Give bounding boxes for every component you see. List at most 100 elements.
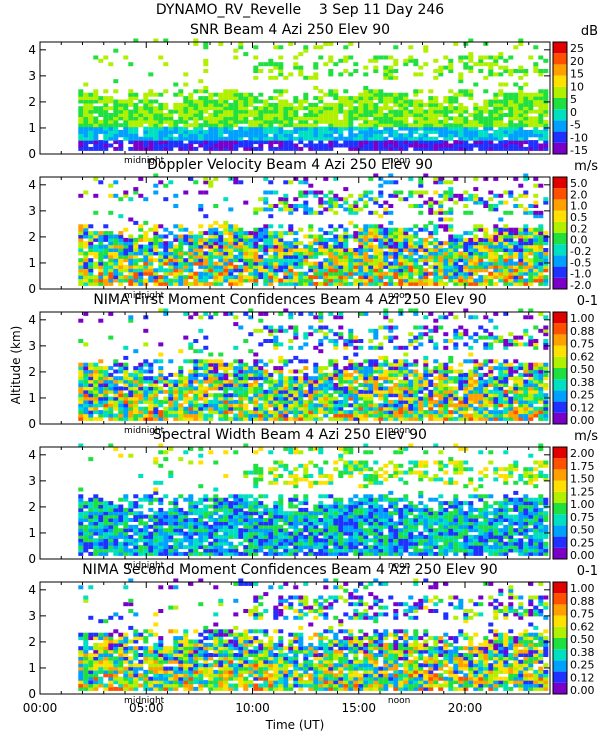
heatmap-cell <box>488 379 494 384</box>
heatmap-cell <box>273 65 279 70</box>
heatmap-cell <box>538 119 544 124</box>
heatmap-cell <box>288 271 294 276</box>
heatmap-cell <box>128 383 134 387</box>
heatmap-cell <box>423 102 429 107</box>
heatmap-cell <box>513 99 519 104</box>
heatmap-cell <box>483 55 489 60</box>
heatmap-cell <box>533 241 539 246</box>
heatmap-cell <box>418 281 424 286</box>
heatmap-cell <box>368 106 374 111</box>
heatmap-cell <box>318 55 324 60</box>
heatmap-cell <box>373 244 379 249</box>
heatmap-cell <box>448 193 454 198</box>
heatmap-cell <box>153 396 159 401</box>
heatmap-cell <box>278 389 284 394</box>
heatmap-cell <box>193 102 199 107</box>
heatmap-cell <box>273 140 279 145</box>
heatmap-cell <box>503 143 509 148</box>
heatmap-cell <box>148 119 154 124</box>
heatmap-cell <box>243 140 249 145</box>
heatmap-cell <box>483 386 489 391</box>
heatmap-cell <box>268 119 274 124</box>
heatmap-cell <box>253 207 259 212</box>
heatmap-cell <box>493 254 499 259</box>
heatmap-cell <box>368 123 374 128</box>
colorbar-tick-label: 20 <box>570 55 584 68</box>
heatmap-cell <box>158 113 164 117</box>
heatmap-cell <box>78 399 84 404</box>
heatmap-cell <box>278 65 284 70</box>
heatmap-cell <box>278 403 284 408</box>
heatmap-cell <box>268 244 274 249</box>
heatmap-cell <box>318 396 324 401</box>
heatmap-cell <box>208 102 214 107</box>
heatmap-cell <box>443 339 449 343</box>
heatmap-cell <box>218 352 224 357</box>
heatmap-cell <box>448 190 454 195</box>
heatmap-cell <box>353 133 359 138</box>
heatmap-cell <box>418 416 424 421</box>
heatmap-cell <box>158 123 164 128</box>
heatmap-cell <box>438 210 444 215</box>
heatmap-cell <box>143 248 149 252</box>
heatmap-cell <box>168 140 174 145</box>
heatmap-cell <box>528 231 534 236</box>
heatmap-cell <box>418 325 424 330</box>
heatmap-cell <box>303 413 309 418</box>
heatmap-cell <box>118 369 124 374</box>
heatmap-cell <box>473 109 479 114</box>
heatmap-cell <box>308 224 314 229</box>
heatmap-cell <box>363 231 369 236</box>
heatmap-cell <box>418 406 424 411</box>
heatmap-cell <box>318 281 324 286</box>
heatmap-cell <box>333 389 339 394</box>
heatmap-cell <box>453 140 459 145</box>
heatmap-cell <box>338 224 344 229</box>
heatmap-cell <box>473 396 479 401</box>
heatmap-cell <box>403 92 409 97</box>
heatmap-cell <box>93 123 99 128</box>
heatmap-cell <box>138 244 144 249</box>
heatmap-cell <box>143 106 149 111</box>
heatmap-cell <box>203 278 209 283</box>
heatmap-cell <box>238 96 244 101</box>
heatmap-cell <box>208 119 214 124</box>
heatmap-cell <box>333 278 339 283</box>
heatmap-cell <box>323 41 329 46</box>
heatmap-cell <box>338 268 344 273</box>
heatmap-cell <box>128 268 134 273</box>
heatmap-cell <box>363 248 369 252</box>
heatmap-cell <box>188 383 194 387</box>
heatmap-cell <box>283 207 289 212</box>
heatmap-cell <box>263 197 269 202</box>
heatmap-cell <box>318 116 324 121</box>
heatmap-cell <box>338 278 344 283</box>
heatmap-cell <box>193 275 199 280</box>
heatmap-cell <box>303 210 309 215</box>
heatmap-cell <box>388 399 394 404</box>
heatmap-cell <box>383 254 389 259</box>
heatmap-cell <box>218 140 224 145</box>
heatmap-cell <box>248 386 254 391</box>
heatmap-cell <box>263 200 269 205</box>
heatmap-cell <box>353 237 359 242</box>
heatmap-cell <box>358 136 364 141</box>
heatmap-cell <box>338 197 344 202</box>
heatmap-cell <box>398 241 404 246</box>
heatmap-cell <box>208 403 214 408</box>
heatmap-cell <box>408 123 414 128</box>
heatmap-cell <box>223 241 229 246</box>
heatmap-cell <box>473 119 479 124</box>
heatmap-cell <box>433 119 439 124</box>
heatmap-cell <box>328 264 334 269</box>
heatmap-cell <box>183 406 189 411</box>
heatmap-cell <box>168 136 174 141</box>
heatmap-cell <box>83 190 89 195</box>
heatmap-cell <box>203 251 209 256</box>
colorbar-tick-label: -2.0 <box>570 279 591 292</box>
heatmap-cell <box>473 389 479 394</box>
heatmap-cell <box>363 244 369 249</box>
heatmap-cell <box>433 190 439 195</box>
heatmap-cell <box>118 143 124 148</box>
heatmap-cell <box>338 72 344 77</box>
